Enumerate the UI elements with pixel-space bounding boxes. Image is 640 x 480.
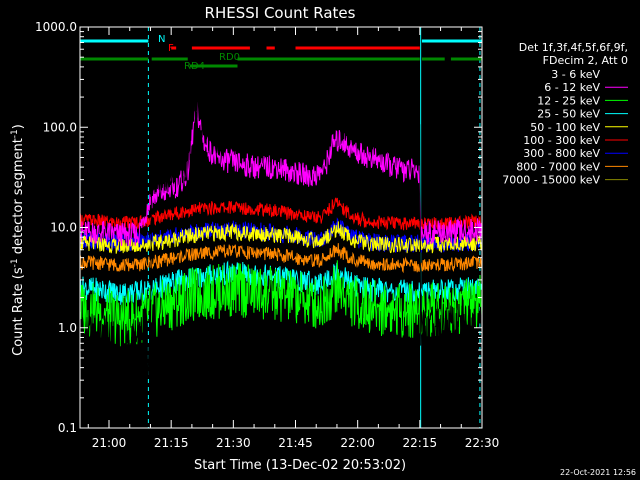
- y-tick-label: 1000.0: [35, 20, 77, 34]
- legend-header-line: Det 1f,3f,4f,5f,6f,9f,: [519, 41, 628, 54]
- state-flag-rd0: RD0: [219, 52, 240, 63]
- attenuator-flags: NF RD0 RD4: [158, 34, 240, 72]
- chart-title: RHESSI Count Rates: [205, 4, 356, 22]
- series-line: [79, 221, 483, 254]
- legend-header-line: FDecim 2, Att 0: [543, 54, 628, 67]
- x-tick-label: 21:15: [154, 436, 189, 450]
- y-tick-label: 1.0: [58, 321, 77, 335]
- legend-label: 100 - 300 keV: [523, 134, 600, 147]
- x-tick-label: 21:30: [216, 436, 251, 450]
- x-tick-label: 21:00: [92, 436, 127, 450]
- legend-label: 12 - 25 keV: [537, 94, 600, 107]
- x-tick-label: 21:45: [278, 436, 313, 450]
- state-flag-rd4: RD4: [184, 61, 205, 72]
- legend-label: 800 - 7000 keV: [516, 160, 600, 173]
- legend-label: 25 - 50 keV: [537, 108, 600, 121]
- state-flag-n: N: [158, 34, 165, 45]
- x-tick-label: 22:30: [465, 436, 500, 450]
- y-tick-label: 10.0: [50, 221, 77, 235]
- legend-label: 3 - 6 keV: [551, 68, 600, 81]
- legend: Det 1f,3f,4f,5f,6f,9f, FDecim 2, Att 0 3…: [502, 41, 628, 187]
- legend-label: 6 - 12 keV: [544, 81, 600, 94]
- y-tick-label: 100.0: [43, 120, 77, 134]
- y-axis: 1000.0 100.0 10.0 1.0 0.1: [35, 20, 482, 435]
- legend-label: 50 - 100 keV: [530, 121, 600, 134]
- series-line: [79, 100, 483, 247]
- x-tick-label: 22:00: [340, 436, 375, 450]
- y-tick-label: 0.1: [58, 421, 77, 435]
- series-line: [79, 84, 483, 379]
- state-flag-f: F: [168, 43, 174, 54]
- x-axis-label: Start Time (13-Dec-02 20:53:02): [194, 458, 406, 473]
- series-lines: [79, 84, 483, 379]
- legend-label: 300 - 800 keV: [523, 147, 600, 160]
- y-axis-label: Count Rate (s-1 detector segment-1): [10, 124, 26, 356]
- x-axis: 21:00 21:15 21:30 21:45 22:00 22:15 22:30: [87, 27, 500, 450]
- series-line: [79, 243, 483, 274]
- series-line: [79, 197, 483, 231]
- series-line: [79, 260, 483, 347]
- attenuator-bars: [80, 39, 482, 68]
- x-tick-label: 22:15: [403, 436, 438, 450]
- legend-label: 7000 - 15000 keV: [502, 174, 600, 187]
- plot-area: [79, 27, 483, 428]
- footer-timestamp: 22-Oct-2021 12:56: [560, 468, 636, 477]
